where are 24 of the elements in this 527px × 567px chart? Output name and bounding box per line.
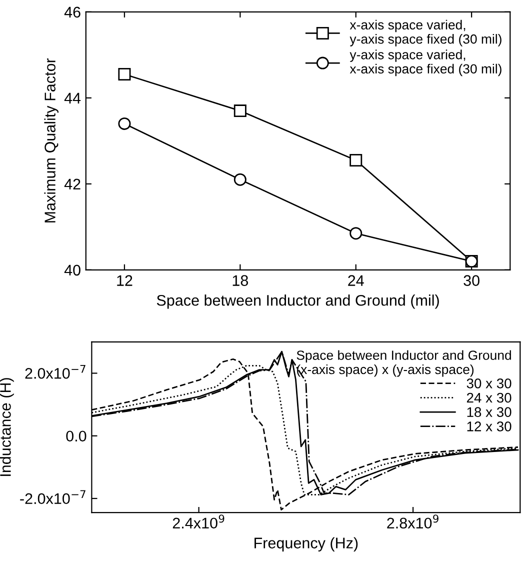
y-tick-label: 44 — [64, 92, 81, 104]
y-tick-label: 42 — [64, 178, 80, 190]
y-tick-label: 46 — [64, 6, 80, 18]
legend-title: Space between Inductor and Ground (x-axis space) x (y-axis space) — [296, 350, 511, 377]
x-tick-label: 30 — [464, 275, 480, 286]
x-tick-label: 18 — [232, 275, 248, 286]
legend-label: y-axis space varied, x-axis space fixed (30 mil) — [350, 50, 502, 76]
x-tick-label: 2.4x10$^{9}$ — [172, 514, 224, 529]
legend-label: 24 x 30 — [466, 392, 512, 403]
y-tick-label: 40 — [64, 264, 80, 276]
y-axis-title: Inductance (H) — [0, 378, 14, 476]
legend-label: 12 x 30 — [467, 422, 512, 432]
x-tick-label: 2.8x10$^{9}$ — [387, 514, 438, 529]
x-axis-title: Frequency (Hz) — [254, 537, 358, 552]
x-axis-title: Space between Inductor and Ground (mil) — [156, 294, 439, 309]
y-axis-title: Maximum Quality Factor — [44, 58, 58, 222]
y-tick-label: 0.0 — [66, 430, 86, 442]
y-tick-label: -2.0x10$^{−7}$ — [20, 490, 86, 504]
x-tick-label: 12 — [117, 275, 132, 286]
legend-label: 30 x 30 — [466, 378, 512, 388]
x-tick-label: 24 — [348, 275, 364, 286]
legend-label: x-axis space varied, y-axis space fixed (30 mil) — [350, 20, 502, 46]
legend-label: 18 x 30 — [467, 407, 512, 418]
y-tick-label: 2.0x10$^{−7}$ — [25, 365, 86, 379]
